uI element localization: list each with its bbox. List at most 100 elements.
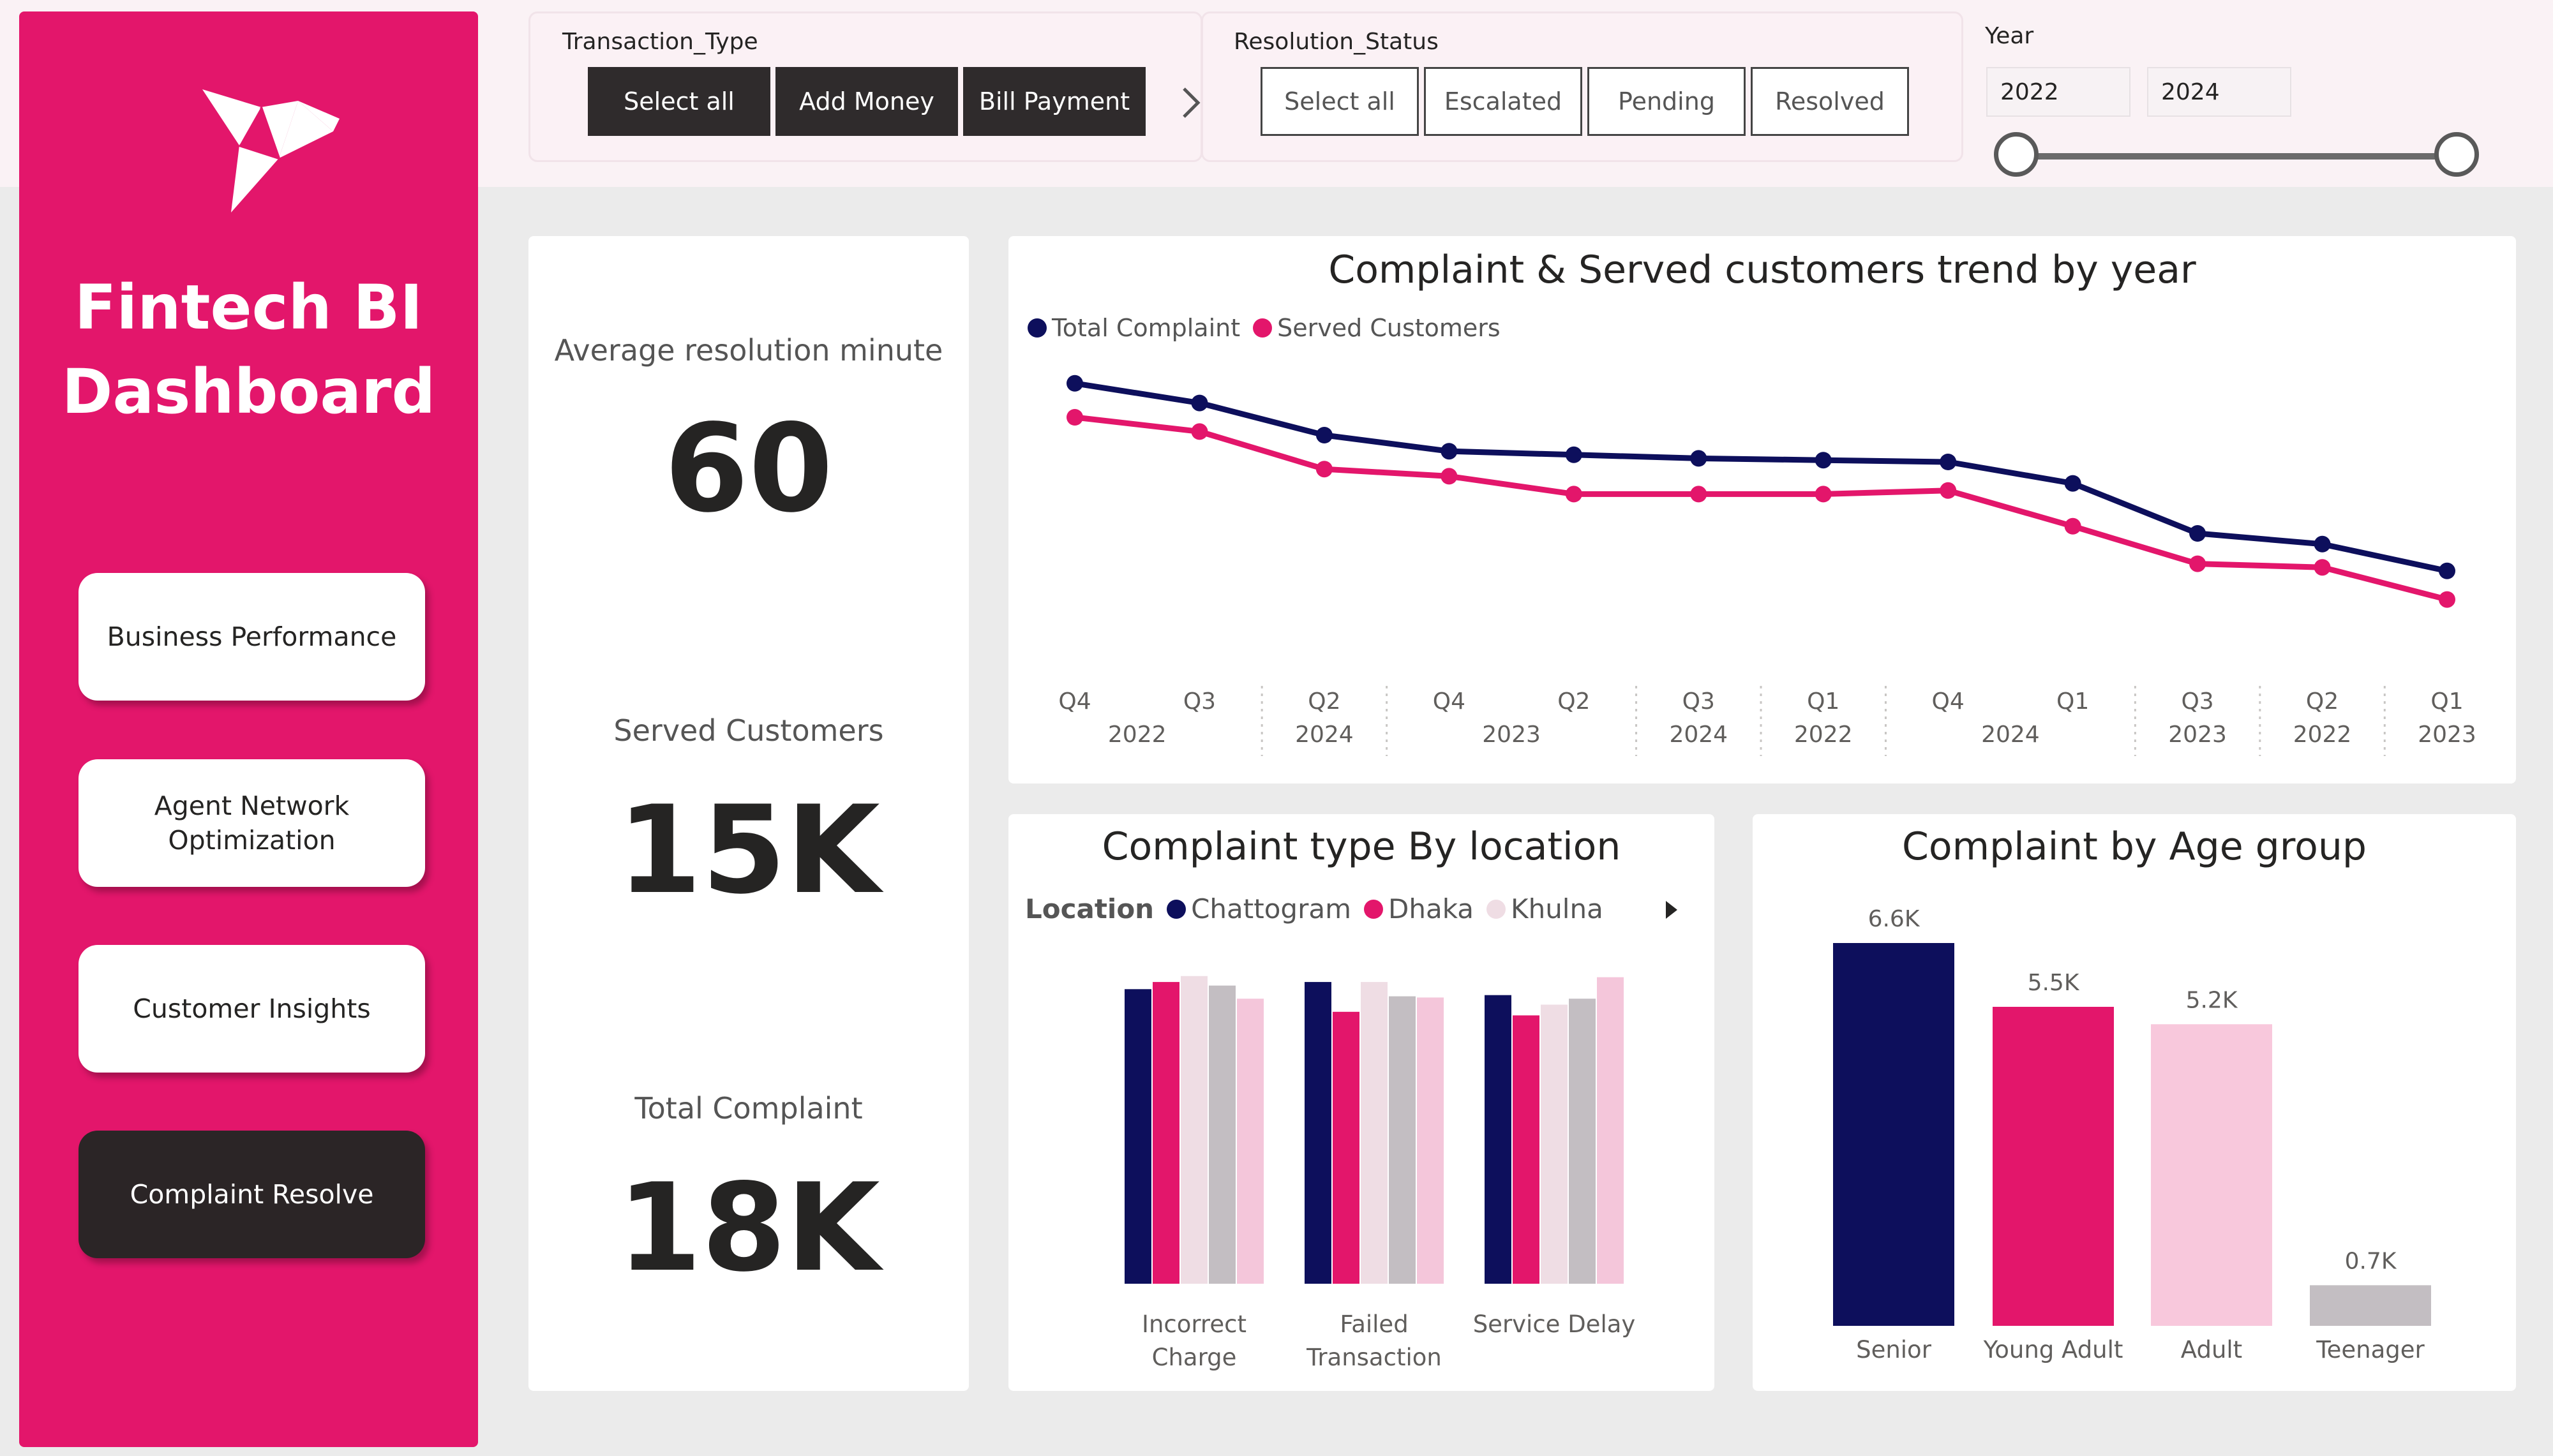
age-chart-title: Complaint by Age group [1902, 824, 2367, 869]
kpi-total-complaint-value: 18K [617, 1157, 880, 1298]
x-group-label: 2024 [1981, 722, 2040, 748]
x-tick-label: Q3 [2181, 688, 2213, 715]
data-point [2064, 517, 2081, 535]
data-point [1690, 486, 1707, 503]
nav-complaint-resolve[interactable]: Complaint Resolve [79, 1131, 425, 1258]
bar [1361, 982, 1388, 1284]
data-point [1441, 443, 1458, 460]
legend-title: Location [1025, 893, 1155, 925]
chip-add-money[interactable]: Add Money [775, 67, 958, 136]
x-group-label: 2023 [1482, 722, 1541, 748]
legend-swatch [1364, 899, 1383, 919]
data-point [2439, 562, 2455, 579]
chip-bill-payment[interactable]: Bill Payment [963, 67, 1146, 136]
data-point [1690, 450, 1707, 467]
bar [1125, 989, 1151, 1284]
legend-swatch [1028, 318, 1047, 338]
bar [1513, 1015, 1539, 1284]
x-tick-label: Q3 [1183, 688, 1216, 715]
data-point [1565, 446, 1582, 463]
legend-label: Chattogram [1191, 893, 1351, 925]
chip-resolved[interactable]: Resolved [1751, 67, 1909, 136]
x-tick-label: Q2 [1557, 688, 1590, 715]
x-tick-label: Q2 [1308, 688, 1340, 715]
nav-agent-network-optimization[interactable]: Agent Network Optimization [79, 759, 425, 887]
legend-swatch [1167, 899, 1187, 919]
x-tick-label: Q3 [1682, 688, 1715, 715]
bar [1153, 982, 1179, 1284]
x-group-label: 2023 [2168, 722, 2227, 748]
category-label: Service Delay [1473, 1311, 1636, 1338]
dashboard-title: Fintech BI Dashboard [19, 265, 478, 434]
data-point [1315, 461, 1333, 478]
x-group-label: 2024 [1295, 722, 1354, 748]
x-tick-label: Q1 [2430, 688, 2463, 715]
kpi-total-complaint-label: Total Complaint [634, 1091, 863, 1125]
year-slider-end-handle[interactable] [2434, 132, 2479, 177]
transaction-type-slicer: Transaction_Type Select all Add Money Bi… [528, 11, 1202, 162]
category-label: Senior [1856, 1336, 1932, 1363]
data-point [1067, 375, 1083, 392]
origami-bird-icon [202, 89, 340, 212]
x-group-label: 2022 [1794, 722, 1853, 748]
x-tick-label: Q1 [2056, 688, 2089, 715]
trend-chart-card: Complaint & Served customers trend by ye… [1008, 236, 2516, 784]
category-label: Incorrect [1142, 1311, 1247, 1338]
x-group-label: 2023 [2418, 722, 2476, 748]
year-from-input[interactable]: 2022 [1986, 67, 2130, 117]
chip-escalated[interactable]: Escalated [1424, 67, 1582, 136]
bar [1305, 982, 1331, 1284]
series-line [1074, 380, 2448, 574]
legend-swatch [1253, 318, 1273, 338]
chip-select-all[interactable]: Select all [1261, 67, 1419, 136]
slicer-title: Resolution_Status [1234, 29, 1439, 55]
chevron-right-icon[interactable] [1175, 84, 1207, 122]
bar [1181, 976, 1208, 1284]
nav-customer-insights[interactable]: Customer Insights [79, 945, 425, 1073]
legend-label: Total Complaint [1052, 314, 1241, 342]
year-to-input[interactable]: 2024 [2147, 67, 2291, 117]
data-point [2314, 559, 2331, 576]
data-point [1067, 409, 1083, 426]
location-chart-plot: Incorrect Charge Failed Transaction Service … [1125, 976, 1636, 1371]
data-label: 0.7K [2345, 1248, 2397, 1274]
category-label: Adult [2181, 1336, 2242, 1363]
bar [1833, 943, 1954, 1326]
data-point [1565, 486, 1582, 503]
kpi-card: Average resolution minute 60 Served Cust… [528, 236, 969, 1391]
chip-pending[interactable]: Pending [1587, 67, 1746, 136]
bar [1237, 999, 1264, 1284]
kpi-avg-resolution-label: Average resolution minute [554, 333, 943, 368]
year-slider-track[interactable] [2017, 153, 2457, 160]
data-point [2189, 555, 2206, 572]
sidebar: Fintech BI Dashboard Business Performanc… [19, 11, 478, 1447]
x-tick-label: Q4 [1433, 688, 1465, 715]
resolution-status-slicer: Resolution_Status Select all Escalated P… [1201, 11, 1963, 162]
location-chart-card: Complaint type By location Location Chat… [1008, 814, 1714, 1391]
legend-item: Served Customers [1253, 314, 1501, 342]
bar [1597, 977, 1624, 1284]
bar [1993, 1007, 2114, 1326]
dashboard-title-line1: Fintech BI [74, 272, 423, 343]
year-slider-start-handle[interactable] [1994, 132, 2039, 177]
x-group-label: 2022 [1108, 722, 1167, 748]
chip-select-all[interactable]: Select all [588, 67, 770, 136]
data-point [1191, 423, 1208, 440]
caret-right-icon[interactable] [1663, 898, 1680, 921]
category-label: Failed [1340, 1311, 1408, 1338]
data-point [1815, 452, 1832, 469]
series-line [1074, 414, 2448, 602]
data-label: 5.5K [2028, 970, 2080, 996]
kpi-served-customers-label: Served Customers [613, 713, 884, 748]
age-chart-card: Complaint by Age group 6.6K Senior 5.5K You… [1753, 814, 2516, 1391]
x-group-label: 2022 [2293, 722, 2352, 748]
slicer-title: Transaction_Type [562, 29, 758, 55]
nav-label: Business Performance [107, 621, 397, 652]
data-point [1315, 427, 1333, 443]
data-point [2189, 525, 2206, 542]
kpi-avg-resolution-value: 60 [664, 398, 834, 539]
age-chart-plot: 6.6K Senior 5.5K Young Adult 5.2K Adult 0.7K Te… [1833, 906, 2431, 1363]
data-point [1940, 482, 1957, 499]
legend-item: Chattogram [1167, 893, 1351, 925]
nav-business-performance[interactable]: Business Performance [79, 573, 425, 701]
